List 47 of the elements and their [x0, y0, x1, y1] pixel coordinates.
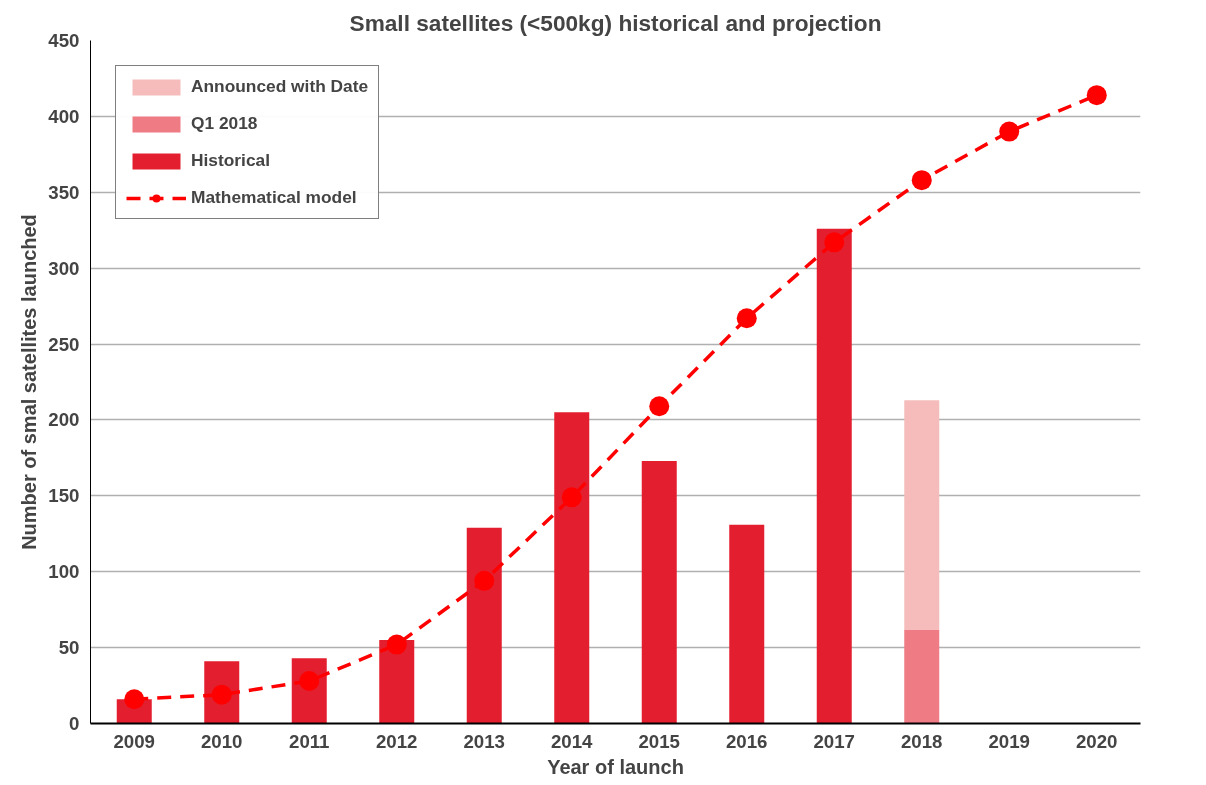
bar	[904, 400, 940, 630]
point	[474, 570, 495, 591]
y-tick-label: 450	[48, 30, 80, 51]
point	[824, 232, 845, 253]
point	[561, 487, 582, 508]
x-tick-label: 2014	[551, 730, 594, 752]
x-axis-title: Year of launch	[547, 755, 684, 778]
point	[736, 308, 757, 329]
y-tick-label: 350	[48, 181, 80, 203]
x-tick-label: 2009	[113, 730, 156, 752]
legend-label: Q1 2018	[191, 113, 258, 134]
legend-label: Historical	[191, 150, 270, 171]
legend-label: Announced with Date	[191, 76, 369, 97]
y-tick-label: 400	[48, 105, 80, 127]
point	[124, 689, 145, 710]
bar	[729, 524, 765, 724]
x-tick-label: 2013	[463, 730, 506, 752]
y-tick-label: 50	[58, 637, 80, 659]
point	[999, 121, 1020, 142]
point	[911, 170, 932, 191]
x-tick-label: 2018	[901, 730, 943, 752]
point	[1086, 85, 1107, 106]
y-tick-label: 200	[48, 409, 80, 431]
x-tick-label: 2010	[201, 730, 243, 752]
y-tick-label: 150	[48, 485, 80, 507]
y-tick-label: 100	[48, 561, 80, 583]
bar	[641, 460, 677, 724]
legend-label: Mathematical model	[191, 187, 357, 208]
bar	[554, 412, 590, 724]
x-tick-label: 2017	[813, 730, 856, 752]
y-tick-label: 250	[48, 333, 80, 355]
point	[386, 634, 407, 655]
y-tick-label: 300	[48, 257, 80, 279]
bar	[816, 228, 852, 724]
y-tick-label: 0	[69, 713, 80, 734]
bar	[466, 527, 502, 724]
x-tick-label: 2012	[376, 730, 418, 752]
bar	[904, 629, 940, 724]
x-tick-label: 2019	[988, 730, 1031, 752]
x-tick-label: 2011	[289, 730, 330, 752]
x-tick-label: 2020	[1076, 730, 1118, 752]
x-tick-label: 2016	[726, 730, 768, 752]
y-axis-title: Number of smal satellites launched	[18, 214, 41, 550]
point	[649, 396, 670, 417]
chart-title: Small satellites (<500kg) historical and projection	[349, 9, 882, 36]
bar	[379, 640, 415, 724]
x-tick-label: 2015	[638, 730, 681, 752]
